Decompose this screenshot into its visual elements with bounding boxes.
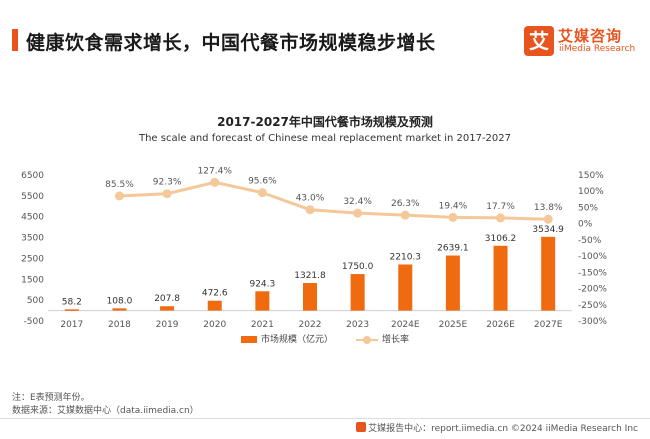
left-axis-tick-label: 4500	[21, 213, 44, 223]
chart-note: 注：E表预测年份。	[12, 393, 90, 403]
footer-logo-icon	[356, 422, 367, 432]
logo-mark: 艾	[524, 26, 554, 56]
logo-name-en: iiMedia Research	[559, 44, 636, 54]
x-axis-tick-label: 2025E	[439, 320, 468, 330]
bar-value-label: 1750.0	[342, 262, 374, 272]
chart-title: 2017-2027年中国代餐市场规模及预测	[217, 115, 433, 129]
legend-bar-swatch	[241, 336, 258, 343]
x-axis-tick-label: 2027E	[534, 320, 563, 330]
bar-value-label: 58.2	[62, 297, 82, 307]
growth-rate-label: 26.3%	[391, 199, 420, 209]
x-axis-tick-label: 2021	[251, 320, 274, 330]
data-source: 数据来源：艾媒数据中心（data.iimedia.cn）	[12, 406, 199, 416]
left-axis-tick-label: 2500	[21, 254, 44, 264]
bar-value-label: 207.8	[154, 294, 180, 304]
bar-value-label: 2210.3	[390, 252, 422, 262]
chart-legend: 市场规模（亿元） 增长率	[0, 332, 650, 345]
bar	[112, 308, 127, 311]
bar	[303, 283, 317, 311]
right-axis-tick-label: -150%	[578, 268, 607, 278]
bar-value-label: 472.6	[202, 289, 228, 299]
growth-rate-label: 92.3%	[153, 178, 182, 188]
header-accent-bar	[12, 29, 18, 51]
footer-text: 艾媒报告中心：report.iimedia.cn ©2024 iiMedia R…	[368, 424, 638, 434]
growth-rate-point	[210, 177, 220, 187]
growth-rate-label: 95.6%	[248, 177, 277, 187]
right-axis-tick-label: -50%	[578, 236, 602, 246]
right-axis-tick-label: 150%	[578, 171, 604, 181]
growth-rate-point	[448, 212, 458, 222]
x-axis-tick-label: 2019	[156, 320, 179, 330]
logo-name-cn: 艾媒咨询	[558, 27, 623, 45]
page-title: 健康饮食需求增长，中国代餐市场规模稳步增长	[26, 32, 436, 54]
x-axis-tick-label: 2022	[299, 320, 322, 330]
bar	[350, 274, 365, 311]
bar	[207, 300, 222, 311]
growth-rate-label: 85.5%	[105, 180, 134, 190]
growth-rate-label: 13.8%	[534, 203, 563, 213]
bar	[445, 255, 460, 311]
growth-rate-point	[257, 188, 267, 198]
footer: 艾媒报告中心：report.iimedia.cn ©2024 iiMedia R…	[356, 421, 638, 434]
growth-rate-point	[353, 208, 363, 218]
bar	[541, 236, 556, 311]
growth-rate-point	[496, 213, 506, 223]
legend-line-swatch	[355, 335, 378, 344]
legend-item-bar: 市场规模（亿元）	[241, 332, 333, 345]
bar-value-label: 108.0	[107, 296, 133, 306]
growth-rate-label: 17.7%	[486, 202, 515, 212]
growth-rate-point	[162, 189, 172, 199]
right-axis-tick-label: -250%	[578, 301, 607, 311]
right-axis-tick-label: -200%	[578, 285, 607, 295]
left-axis-tick-label: 5500	[21, 192, 44, 202]
right-axis-tick-label: 100%	[578, 187, 604, 197]
growth-rate-point	[114, 191, 124, 201]
bar	[493, 245, 508, 311]
growth-rate-label: 127.4%	[198, 166, 233, 176]
bar-value-label: 924.3	[249, 279, 275, 289]
bar	[398, 264, 413, 311]
bar	[160, 306, 175, 311]
left-axis-tick-label: 6500	[21, 171, 44, 181]
x-axis-tick-label: 2024E	[391, 320, 420, 330]
growth-rate-label: 32.4%	[343, 197, 372, 207]
bar	[64, 309, 79, 311]
growth-rate-label: 43.0%	[296, 194, 325, 204]
growth-rate-line	[119, 180, 549, 221]
right-axis-tick-label: -100%	[578, 252, 607, 262]
growth-rate-point	[543, 214, 553, 224]
bar-value-label: 3106.2	[485, 234, 517, 244]
right-axis-tick-label: 50%	[578, 203, 598, 213]
left-axis-tick-label: 500	[27, 296, 44, 306]
bar	[255, 291, 270, 311]
legend-line-label: 增长率	[381, 335, 409, 345]
growth-rate-point	[305, 205, 315, 215]
brand-logo: 艾 艾媒咨询 iiMedia Research	[524, 24, 646, 62]
x-axis-tick-label: 2020	[203, 320, 226, 330]
x-axis-tick-label: 2018	[108, 320, 131, 330]
bar-value-label: 2639.1	[437, 244, 469, 254]
bar-value-label: 3534.9	[532, 225, 564, 235]
left-axis-tick-label: 1500	[21, 275, 44, 285]
x-axis-tick-label: 2026E	[486, 320, 515, 330]
left-axis-tick-label: -500	[24, 317, 45, 327]
x-axis-tick-label: 2023	[346, 320, 369, 330]
legend-item-line: 增长率	[355, 332, 409, 345]
chart-subtitle: The scale and forecast of Chinese meal r…	[138, 133, 511, 144]
growth-rate-label: 19.4%	[439, 201, 468, 211]
bar-value-label: 1321.8	[294, 271, 326, 281]
x-axis-tick-label: 2017	[60, 320, 83, 330]
footer-divider	[0, 418, 650, 419]
legend-bar-label: 市场规模（亿元）	[261, 335, 334, 345]
right-axis-tick-label: 0%	[578, 220, 593, 230]
right-axis-tick-label: -300%	[578, 317, 607, 327]
left-axis-tick-label: 3500	[21, 234, 44, 244]
growth-rate-point	[400, 210, 410, 220]
